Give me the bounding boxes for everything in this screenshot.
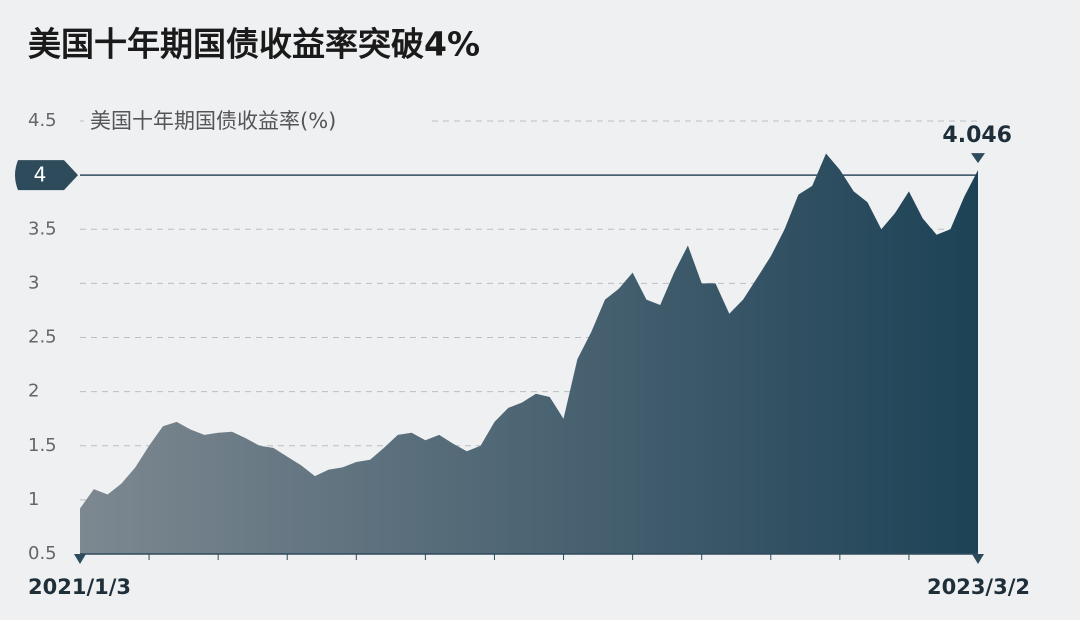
x-tick-label: 2021/1/3: [28, 575, 131, 599]
reference-badge: [15, 160, 78, 191]
y-tick-label: 2: [28, 381, 39, 402]
y-tick-label: 3.5: [28, 218, 57, 239]
value-label: 4.046: [942, 123, 1012, 148]
axis-marker: [972, 554, 984, 564]
chart-title: 美国十年期国债收益率突破4%: [28, 25, 480, 64]
y-tick-label: 4: [34, 163, 47, 187]
area: [80, 153, 978, 554]
axis-marker: [74, 554, 86, 564]
value-marker: [971, 153, 985, 164]
subtitle: 美国十年期国债收益率(%): [90, 109, 336, 133]
y-tick-label: 1.5: [28, 435, 57, 456]
y-tick-label: 4.5: [28, 110, 57, 131]
y-tick-label: 1: [28, 489, 39, 510]
subtitle-bg: [84, 104, 432, 140]
x-tick-label: 2023/3/2: [927, 575, 1030, 599]
y-tick-label: 2.5: [28, 327, 57, 348]
y-tick-label: 0.5: [28, 543, 57, 564]
y-tick-label: 3: [28, 272, 39, 293]
